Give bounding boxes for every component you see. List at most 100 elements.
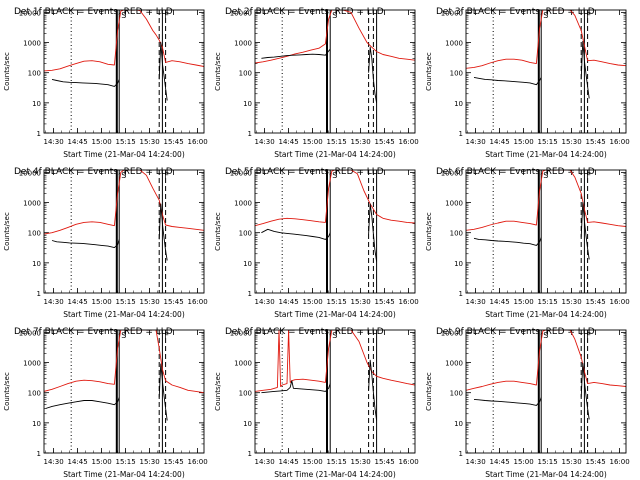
y-tick-label: 10 [454,260,463,268]
x-tick-label: 14:45 [279,298,299,306]
y-tick-label: 10000 [230,9,252,17]
marker-label: F [586,11,591,20]
y-tick-label: 1 [248,290,252,298]
x-tick-label: 15:00 [92,298,112,306]
series-line [44,330,204,394]
y-tick-label: 10 [32,260,41,268]
x-tick-label: 15:15 [116,298,136,306]
x-tick-label: 14:30 [44,458,64,466]
y-tick-label: 10 [243,100,252,108]
chart-panel: Det 7f BLACK = Events, RED = LLD Counts/s… [3,327,208,479]
x-tick-label: 14:30 [255,138,275,146]
series-line [368,203,378,262]
x-tick-label: 15:00 [514,458,534,466]
panel-title: Det 6f BLACK = Events, RED = LLD [436,167,595,177]
y-tick-label: 1 [37,290,41,298]
x-tick-label: 14:45 [490,298,510,306]
chart-panel: Det 5f BLACK = Events, RED = LLD Counts/s… [214,167,419,319]
y-tick-label: 1000 [23,40,41,48]
series-line [580,40,590,99]
panel-title: Det 9f BLACK = Events, RED = LLD [436,327,595,337]
plot-area: S [255,330,415,453]
y-axis-label: Counts/sec [214,212,222,251]
marker-label: S [332,331,337,340]
x-tick-label: 14:30 [44,298,64,306]
y-tick-label: 1 [459,130,463,138]
x-tick-label: 15:15 [327,458,347,466]
panel-title: Det 8f BLACK = Events, RED = LLD [225,327,384,337]
x-tick-label: 15:00 [514,138,534,146]
series-line [158,42,168,101]
x-tick-label: 14:30 [255,298,275,306]
x-tick-label: 14:45 [68,458,88,466]
plot-frame [254,329,416,454]
series-line [473,76,542,86]
x-axis-label: Start Time (21-Mar-04 14:24:00) [485,310,607,319]
y-axis-label: Counts/sec [3,52,11,91]
y-tick-label: 10000 [19,9,41,17]
series-line [466,330,626,391]
marker-label: F [164,11,169,20]
panel-title: Det 2f BLACK = Events, RED = LLD [225,7,384,17]
series-line [255,170,415,227]
y-axis-label: Counts/sec [425,212,433,251]
x-tick-label: 14:45 [490,138,510,146]
y-tick-label: 1 [37,130,41,138]
panel-title: Det 5f BLACK = Events, RED = LLD [225,167,384,177]
panel-title: Det 1f BLACK = Events, RED = LLD [14,7,173,17]
x-tick-label: 16:00 [399,138,419,146]
y-tick-label: 100 [239,230,252,238]
y-tick-label: 10 [243,260,252,268]
x-tick-label: 14:30 [466,138,486,146]
chart-panel: Det 8f BLACK = Events, RED = LLD Counts/s… [214,327,419,479]
plot-frame [465,169,627,294]
x-axis-label: Start Time (21-Mar-04 14:24:00) [274,470,396,479]
x-tick-label: 15:30 [351,298,371,306]
marker-label: S [543,171,548,180]
chart-panel: Det 3f BLACK = Events, RED = LLD Counts/s… [425,7,630,159]
y-tick-label: 1000 [445,360,463,368]
y-tick-label: 10 [32,420,41,428]
series-line [261,380,331,394]
series-line [44,10,204,72]
x-tick-label: 15:00 [514,298,534,306]
x-tick-label: 15:45 [586,138,606,146]
y-tick-label: 10 [454,420,463,428]
series-line [261,228,331,240]
x-tick-label: 15:30 [562,458,582,466]
plot-frame [465,9,627,134]
x-tick-label: 15:00 [303,138,323,146]
x-axis-label: Start Time (21-Mar-04 14:24:00) [63,150,185,159]
x-tick-label: 16:00 [188,138,208,146]
plot-frame [254,9,416,134]
x-tick-label: 14:45 [490,458,510,466]
chart-panel: Det 9f BLACK = Events, RED = LLD Counts/s… [425,327,630,479]
x-tick-label: 15:45 [164,138,184,146]
series-line [466,170,626,231]
series-line [368,359,378,421]
y-tick-label: 100 [28,230,41,238]
x-tick-label: 15:30 [562,298,582,306]
series-line [580,202,590,260]
x-tick-label: 15:45 [586,458,606,466]
chart-panel: Det 6f BLACK = Events, RED = LLD Counts/s… [425,167,630,319]
x-tick-label: 15:15 [327,138,347,146]
series-line [466,10,626,69]
series-line [261,48,331,59]
y-tick-label: 1000 [234,40,252,48]
series-line [255,10,415,64]
x-tick-label: 15:30 [140,138,160,146]
y-axis-label: Counts/sec [425,52,433,91]
x-tick-label: 15:15 [538,138,558,146]
x-tick-label: 15:30 [351,138,371,146]
marker-label: F [586,171,591,180]
x-tick-label: 15:00 [303,458,323,466]
marker-label: S [121,331,126,340]
y-tick-label: 1000 [23,200,41,208]
chart-panel: Det 2f BLACK = Events, RED = LLD Counts/s… [214,7,419,159]
x-tick-label: 15:45 [375,138,395,146]
plot-area: S [255,10,415,133]
x-tick-label: 16:00 [399,298,419,306]
